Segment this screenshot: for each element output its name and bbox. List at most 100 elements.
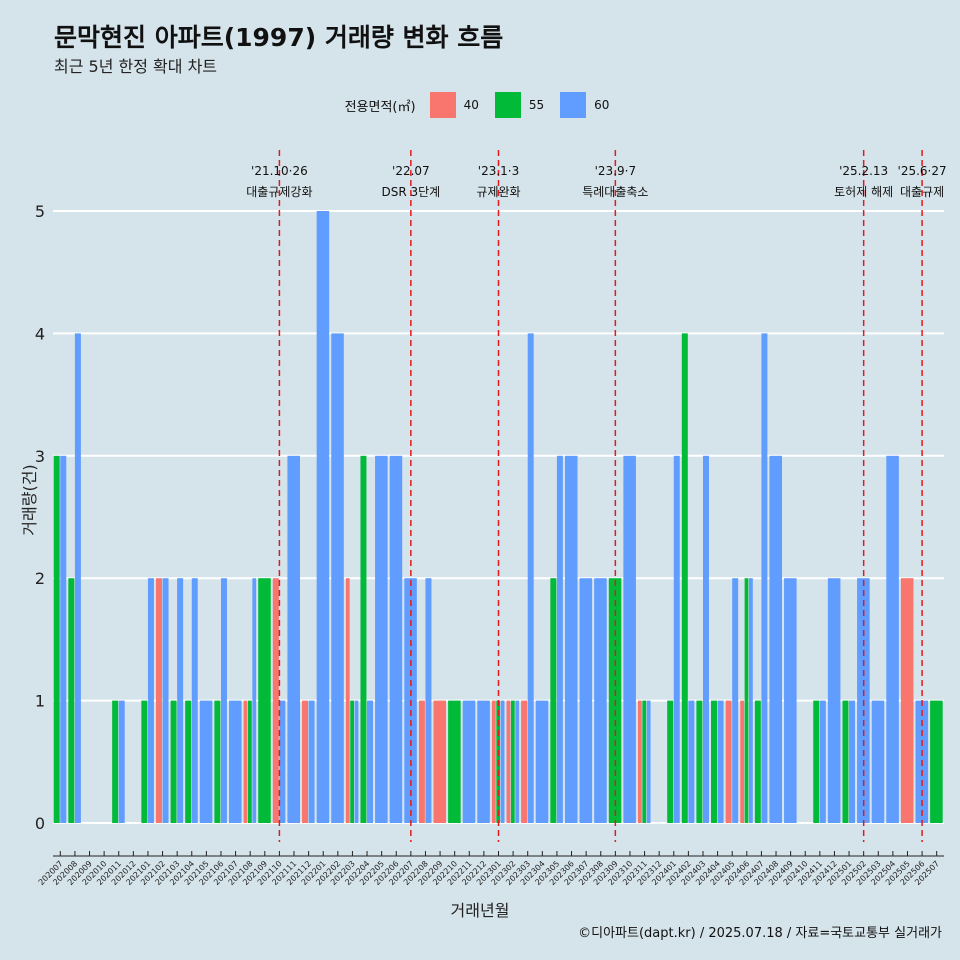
- bar-60-202008: [74, 333, 81, 823]
- bar-55-202109: [258, 578, 271, 823]
- bar-55-202104: [185, 700, 192, 823]
- chart-subtitle: 최근 5년 한정 확대 차트: [54, 57, 218, 76]
- event-label: 대출규제: [900, 185, 944, 199]
- event-label: 특례대출축소: [582, 185, 648, 199]
- bar-55-202403: [696, 700, 703, 823]
- bar-60-202412: [827, 578, 841, 823]
- bar-55-202404: [711, 700, 717, 823]
- bar-60-202310: [623, 455, 636, 823]
- legend-item-60: 60: [560, 92, 609, 118]
- event-date: '22.07: [392, 164, 430, 178]
- bar-60-202111: [287, 455, 300, 823]
- bar-40-202102: [155, 578, 162, 823]
- bar-55-202203: [350, 700, 355, 823]
- y-tick-label: 5: [35, 202, 45, 221]
- bar-40-202209: [433, 700, 447, 823]
- bar-55-202103: [170, 700, 177, 823]
- bar-60-202405: [732, 578, 739, 823]
- bar-40-202301: [491, 700, 496, 823]
- bar-60-202406: [749, 578, 753, 823]
- bar-40-202311: [637, 700, 642, 823]
- bar-40-202203: [345, 578, 350, 823]
- bar-60-202201: [316, 211, 330, 823]
- bar-60-202301: [500, 700, 505, 823]
- bar-55-202411: [813, 700, 820, 823]
- bar-55-202204: [360, 455, 367, 823]
- legend: 전용면적(㎡) 40 55 60: [0, 92, 960, 118]
- bar-55-202507: [930, 700, 943, 823]
- bar-40-202406: [740, 700, 745, 823]
- bar-60-202311: [646, 700, 651, 823]
- bar-60-202307: [579, 578, 593, 823]
- bar-60-202011: [118, 700, 125, 823]
- bar-60-202106: [220, 578, 227, 823]
- bar-60-202107: [229, 700, 242, 823]
- bar-55-202311: [642, 700, 647, 823]
- y-tick-label: 3: [35, 447, 45, 466]
- legend-item-40: 40: [429, 92, 479, 118]
- bar-60-202411: [819, 700, 826, 823]
- bar-60-202501: [849, 700, 856, 823]
- y-tick-label: 4: [35, 324, 45, 343]
- event-date: '25.2.13: [839, 164, 888, 178]
- legend-key-60: [560, 92, 587, 118]
- bar-60-202407: [761, 333, 768, 823]
- bar-60-202408: [769, 455, 782, 823]
- bar-60-202305: [556, 455, 563, 823]
- legend-title: 전용면적(㎡): [344, 99, 416, 115]
- bar-60-202007: [60, 455, 67, 823]
- bar-60-202306: [564, 455, 578, 823]
- bar-55-202305: [550, 578, 557, 823]
- bar-55-202401: [667, 700, 674, 823]
- bar-60-202404: [717, 700, 724, 823]
- legend-item-55: 55: [494, 92, 545, 118]
- bar-60-202206: [389, 455, 403, 823]
- legend-key-55: [494, 92, 521, 118]
- event-date: '23.1·3: [478, 164, 519, 178]
- bar-40-202303: [521, 700, 528, 823]
- bar-60-202202: [331, 333, 344, 823]
- event-date: '25.6·27: [898, 164, 947, 178]
- bar-55-202008: [68, 578, 75, 823]
- bar-60-202409: [784, 578, 797, 823]
- event-date: '23.9·7: [595, 164, 636, 178]
- bar-60-202208: [425, 578, 432, 823]
- bar-60-202101: [147, 578, 154, 823]
- bar-60-202304: [535, 700, 549, 823]
- bar-40-202505: [900, 578, 914, 823]
- bar-55-202210: [448, 700, 461, 823]
- bar-60-202203: [354, 700, 359, 823]
- bar-55-202108: [247, 700, 252, 823]
- bar-55-202007: [53, 455, 60, 823]
- bar-60-202308: [594, 578, 607, 823]
- y-tick-label: 1: [35, 692, 45, 711]
- bar-60-202504: [886, 455, 899, 823]
- y-tick-label: 0: [35, 814, 45, 833]
- bar-60-202503: [871, 700, 885, 823]
- bar-55-202402: [681, 333, 688, 823]
- bar-40-202110: [272, 578, 279, 823]
- bar-60-202112: [308, 700, 315, 823]
- bar-60-202402: [688, 700, 695, 823]
- bar-60-202102: [162, 578, 169, 823]
- bar-60-202104: [191, 578, 198, 823]
- bar-60-202302: [515, 700, 520, 823]
- bar-40-202208: [418, 700, 425, 823]
- bar-60-202204: [367, 700, 374, 823]
- legend-label-60: 60: [594, 98, 610, 112]
- legend-label-55: 55: [528, 98, 545, 112]
- bar-55-202106: [214, 700, 221, 823]
- x-axis-label: 거래년월: [450, 901, 510, 920]
- y-axis-label: 거래량(건): [20, 464, 39, 536]
- y-tick-label: 2: [35, 569, 45, 588]
- bar-55-202011: [112, 700, 119, 823]
- bar-60-202103: [177, 578, 184, 823]
- bar-55-202406: [744, 578, 749, 823]
- bar-60-202403: [702, 455, 709, 823]
- bar-55-202501: [842, 700, 849, 823]
- event-label: DSR 3단계: [381, 185, 440, 199]
- bar-55-202407: [754, 700, 761, 823]
- bar-60-202303: [527, 333, 534, 823]
- bar-60-202212: [477, 700, 490, 823]
